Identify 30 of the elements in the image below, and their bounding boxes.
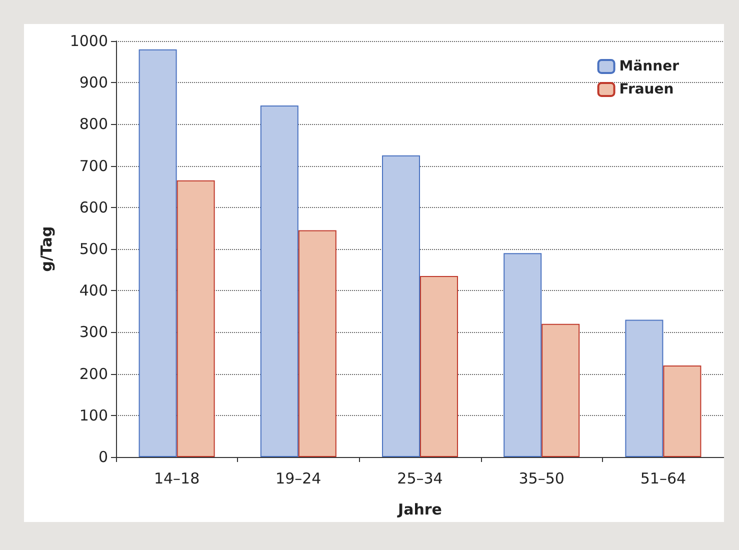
legend-label: Frauen	[619, 82, 674, 98]
y-tick-label: 800	[79, 115, 108, 134]
bar	[625, 320, 664, 457]
x-tick-label: 51–64	[640, 470, 686, 488]
y-tick-label: 300	[79, 323, 108, 342]
bar	[260, 105, 298, 457]
y-tick-label: 400	[79, 282, 108, 300]
bar	[176, 180, 215, 457]
y-tick-label: 1000	[70, 32, 108, 50]
y-tick-label: 700	[79, 156, 108, 175]
x-tick-label: 25–34	[397, 470, 443, 488]
y-tick-label: 500	[79, 240, 108, 258]
bar	[663, 365, 702, 457]
bar	[138, 49, 177, 457]
x-tick-label: 35–50	[518, 470, 564, 488]
bar	[504, 253, 542, 457]
x-tick-label: 19–24	[276, 470, 322, 488]
x-tick-label: 14–18	[154, 470, 200, 488]
y-tick-label: 0	[98, 448, 108, 466]
bar	[542, 324, 580, 457]
x-axis-title: Jahre	[397, 500, 442, 518]
y-tick-label: 600	[79, 198, 108, 216]
bar	[298, 230, 336, 457]
legend-label: Männer	[619, 58, 680, 74]
bar	[382, 155, 420, 457]
y-tick-label: 900	[79, 74, 108, 92]
y-tick-label: 200	[79, 364, 108, 383]
bar	[420, 276, 458, 457]
y-tick-label: 100	[79, 406, 108, 424]
y-axis-title: g/Tag	[38, 226, 56, 272]
